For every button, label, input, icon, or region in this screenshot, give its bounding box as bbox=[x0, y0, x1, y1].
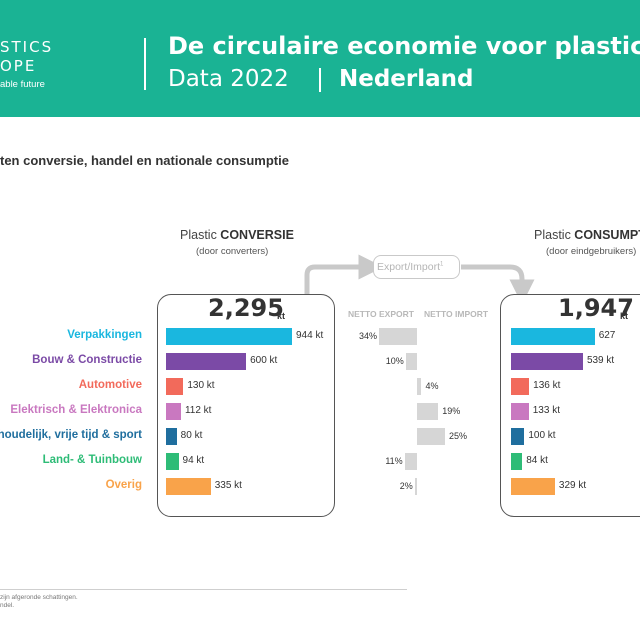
export-import-pill bbox=[373, 255, 460, 279]
header-divider-small bbox=[319, 68, 321, 92]
category-label: shoudelijk, vrije tijd & sport bbox=[0, 429, 142, 441]
conversion-bar bbox=[166, 427, 177, 445]
page-title: De circulaire economie voor plastics bbox=[168, 32, 640, 60]
consumption-bar bbox=[511, 327, 595, 345]
trade-percent-label: 19% bbox=[442, 406, 461, 416]
logo-line-2: OPE bbox=[0, 57, 37, 75]
trade-bar-import bbox=[417, 377, 422, 395]
conversion-bar bbox=[166, 452, 179, 470]
trade-percent-label: 4% bbox=[425, 381, 439, 391]
conversion-bar bbox=[166, 477, 211, 495]
footnote-line-1: zijn afgeronde schattingen. bbox=[0, 594, 78, 601]
consumption-subtitle: (door eindgebruikers) bbox=[546, 246, 637, 257]
arrow-to-export bbox=[304, 254, 384, 294]
conversion-bar bbox=[166, 327, 292, 345]
export-import-label: Export/Import1 bbox=[377, 261, 444, 273]
trade-bar-export bbox=[405, 352, 417, 370]
consumption-value-label: 84 kt bbox=[526, 455, 548, 466]
conversion-value-label: 600 kt bbox=[250, 355, 278, 366]
conversion-bar bbox=[166, 402, 181, 420]
consumption-value-label: 627 bbox=[598, 330, 616, 341]
footnote-line-2: ndel. bbox=[0, 602, 15, 609]
trade-percent-label: 2% bbox=[399, 481, 413, 491]
category-label: Elektrisch & Elektronica bbox=[10, 404, 142, 416]
category-label: Verpakkingen bbox=[67, 329, 142, 341]
trade-bar-import bbox=[417, 402, 439, 420]
category-label: Automotive bbox=[78, 379, 142, 391]
conversion-total: 2,295 bbox=[208, 294, 284, 322]
conversion-value-label: 94 kt bbox=[182, 455, 205, 466]
trade-percent-label: 25% bbox=[448, 431, 467, 441]
netto-export-label: NETTO EXPORT bbox=[348, 309, 414, 319]
trade-bar-import bbox=[417, 427, 445, 445]
trade-bar-export bbox=[404, 452, 417, 470]
logo-line-1: STICS bbox=[0, 38, 54, 56]
category-label: Overig bbox=[105, 479, 142, 491]
consumption-value-label: 133 kt bbox=[532, 405, 560, 416]
conversion-bar bbox=[166, 377, 184, 395]
consumption-bar bbox=[511, 352, 583, 370]
consumption-value-label: 136 kt bbox=[533, 380, 561, 391]
consumption-bar bbox=[511, 427, 525, 445]
category-label: Land- & Tuinbouw bbox=[42, 454, 142, 466]
arrow-to-consumption bbox=[461, 264, 535, 305]
trade-bar-export bbox=[414, 477, 417, 495]
consumption-value-label: 100 kt bbox=[528, 430, 556, 441]
consumption-title: Plastic CONSUMPTIE bbox=[534, 228, 640, 242]
category-label: Bouw & Constructie bbox=[32, 354, 142, 366]
header-divider bbox=[144, 38, 146, 90]
consumption-bar bbox=[511, 452, 523, 470]
netto-import-label: NETTO IMPORT bbox=[424, 309, 489, 319]
consumption-value-label: 329 kt bbox=[558, 480, 587, 491]
consumption-value-label: 539 kt bbox=[586, 355, 615, 366]
trade-percent-label: 10% bbox=[385, 356, 404, 366]
trade-percent-label: 11% bbox=[385, 456, 403, 466]
conversion-value-label: 130 kt bbox=[187, 380, 215, 391]
consumption-total-unit: kt bbox=[620, 311, 629, 321]
footer-divider bbox=[0, 589, 407, 590]
conversion-total-unit: kt bbox=[277, 311, 286, 321]
conversion-bar bbox=[166, 352, 247, 370]
logo-tagline: able future bbox=[0, 79, 45, 90]
trade-bar-export bbox=[379, 327, 417, 345]
conversion-value-label: 112 kt bbox=[184, 405, 212, 416]
data-year: Data 2022 bbox=[168, 66, 289, 92]
consumption-bar bbox=[511, 477, 555, 495]
conversion-value-label: 944 kt bbox=[296, 330, 324, 341]
conversion-value-label: 80 kt bbox=[180, 430, 203, 441]
conversion-title: Plastic CONVERSIE bbox=[180, 228, 294, 242]
trade-percent-label: 34% bbox=[358, 331, 377, 341]
conversion-subtitle: (door converters) bbox=[196, 246, 269, 257]
chart-subtitle: ten conversie, handel en nationale consu… bbox=[0, 153, 289, 168]
header-banner: STICS OPE able future De circulaire econ… bbox=[0, 0, 640, 117]
consumption-bar bbox=[511, 377, 530, 395]
consumption-total: 1,947 bbox=[558, 294, 634, 322]
country-name: Nederland bbox=[339, 66, 474, 92]
consumption-bar bbox=[511, 402, 529, 420]
conversion-value-label: 335 kt bbox=[214, 480, 242, 491]
